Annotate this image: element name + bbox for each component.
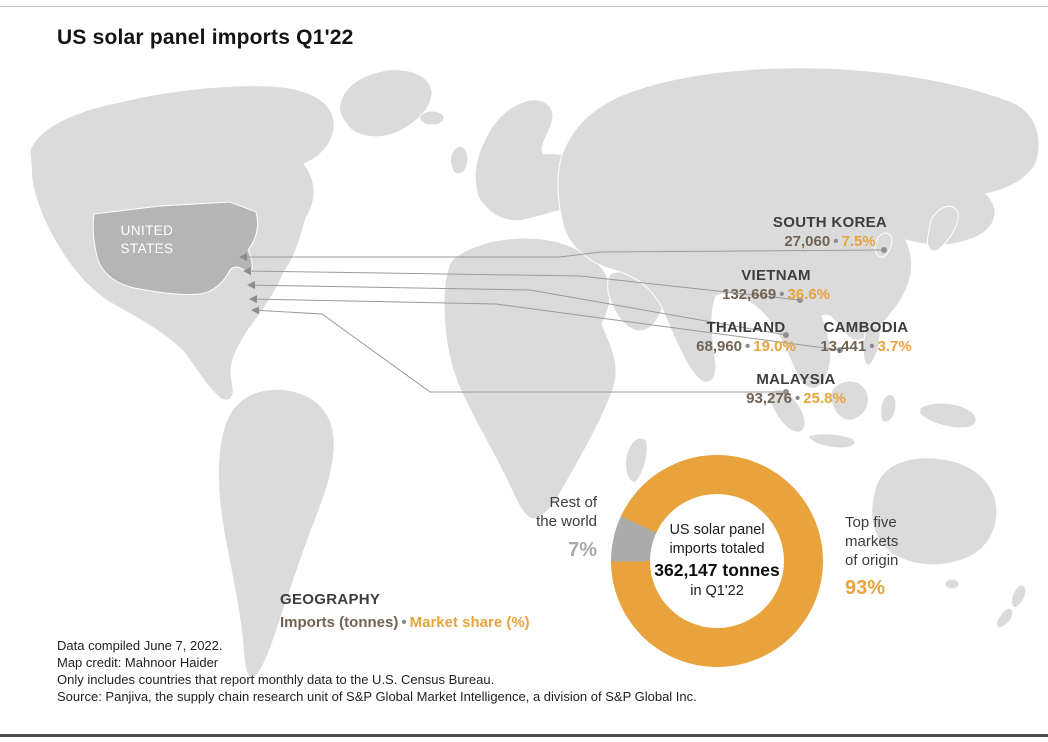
- value-separator: •: [833, 232, 839, 250]
- new-guinea: [919, 402, 977, 429]
- flow-arrow-malaysia: [251, 306, 786, 393]
- marker-cambodia: [837, 347, 843, 353]
- legend-share-label: Market share (%): [409, 613, 530, 631]
- us-label: UNITED STATES: [102, 222, 192, 257]
- country-values: 93,276 • 25.8%: [746, 390, 846, 409]
- country-values: 27,060 • 7.5%: [773, 233, 887, 252]
- country-label-malaysia: MALAYSIA 93,276 • 25.8%: [746, 371, 846, 409]
- country-label-south-korea: SOUTH KOREA 27,060 • 7.5%: [773, 214, 887, 252]
- top-five-line1: Top five: [845, 514, 897, 531]
- borneo: [830, 380, 869, 421]
- share-value: 36.6%: [787, 285, 831, 303]
- top-five-line2: markets: [845, 532, 899, 550]
- donut-center-total: 362,147 tonnes: [654, 559, 780, 580]
- marker-malaysia: [783, 389, 789, 395]
- country-values: 132,669 • 36.6%: [722, 286, 830, 305]
- sulawesi: [880, 394, 897, 423]
- top-five-label: Top five markets of origin 93%: [845, 514, 898, 601]
- united-kingdom: [449, 145, 469, 175]
- us-label-line2: STATES: [120, 240, 174, 256]
- country-name: SOUTH KOREA: [772, 214, 888, 231]
- value-separator: •: [795, 389, 801, 407]
- country-label-thailand: THAILAND 68,960 • 19.0%: [696, 319, 796, 357]
- donut-center-line1: US solar panel: [669, 521, 765, 538]
- top-five-value: 93%: [845, 577, 886, 600]
- continent-greenland: [339, 69, 433, 138]
- country-name: CAMBODIA: [823, 319, 909, 336]
- marker-vietnam: [797, 297, 803, 303]
- top-rule: [0, 6, 1048, 7]
- country-values: 13,441 • 3.7%: [820, 338, 911, 357]
- continent-asia: [557, 67, 1040, 389]
- donut-center-line2: imports totaled: [669, 540, 765, 557]
- country-name: VIETNAM: [741, 267, 811, 284]
- continent-south-america: [217, 388, 335, 679]
- marker-thailand: [783, 332, 789, 338]
- legend-separator: •: [401, 613, 407, 631]
- footnote: Source: Panjiva, the supply chain resear…: [57, 689, 697, 704]
- country-markers: [783, 247, 887, 395]
- philippines: [862, 324, 881, 367]
- flow-arrow-vietnam: [243, 267, 801, 301]
- legend: GEOGRAPHY Imports (tonnes) • Market share …: [280, 590, 530, 632]
- share-value: 3.7%: [877, 337, 912, 355]
- country-name: THAILAND: [706, 319, 786, 336]
- value-separator: •: [869, 337, 875, 355]
- madagascar: [625, 437, 648, 483]
- page-title: US solar panel imports Q1'22: [57, 26, 354, 49]
- tonnes-value: 68,960: [696, 337, 743, 355]
- new-zealand-north: [1010, 584, 1027, 609]
- us-region: [92, 201, 259, 296]
- rest-of-world-label: Rest of the world 7%: [536, 494, 597, 563]
- java: [807, 433, 856, 449]
- us-label-line1: UNITED: [120, 223, 174, 238]
- legend-imports-label: Imports (tonnes): [280, 613, 399, 631]
- bottom-rule: [0, 734, 1048, 737]
- footnotes: Data compiled June 7, 2022. Map credit: …: [57, 637, 697, 705]
- japan: [927, 205, 959, 252]
- sumatra: [768, 389, 806, 433]
- tonnes-value: 27,060: [784, 232, 831, 250]
- country-values: 68,960 • 19.0%: [696, 338, 796, 357]
- new-zealand-south: [996, 607, 1014, 629]
- continent-australia: [871, 457, 998, 566]
- value-separator: •: [745, 337, 751, 355]
- marker-south-korea: [881, 247, 887, 253]
- country-label-cambodia: CAMBODIA 13,441 • 3.7%: [820, 319, 911, 357]
- footnote: Data compiled June 7, 2022.: [57, 638, 223, 653]
- legend-values: Imports (tonnes) • Market share (%): [280, 613, 530, 633]
- tonnes-value: 132,669: [721, 285, 777, 303]
- footnote: Only includes countries that report mont…: [57, 672, 495, 687]
- donut-center-line3: in Q1'22: [690, 583, 744, 600]
- country-name: MALAYSIA: [756, 371, 836, 388]
- rest-label-line1: Rest of: [549, 494, 597, 511]
- continent-africa: [443, 237, 617, 520]
- top-five-line3: of origin: [845, 551, 899, 569]
- share-value: 7.5%: [841, 232, 876, 250]
- rest-of-world-value: 7%: [568, 538, 597, 561]
- tasmania: [944, 578, 960, 590]
- value-separator: •: [779, 285, 785, 303]
- continents: [29, 67, 1040, 679]
- legend-title: GEOGRAPHY: [280, 591, 381, 608]
- korea: [874, 232, 893, 258]
- flow-arrow-south-korea: [239, 249, 885, 261]
- donut-center: US solar panel imports totaled 362,147 t…: [650, 494, 784, 628]
- country-label-vietnam: VIETNAM 132,669 • 36.6%: [722, 267, 830, 305]
- share-value: 19.0%: [753, 337, 796, 355]
- footnote: Map credit: Mahnoor Haider: [57, 655, 219, 670]
- flow-arrow-thailand: [247, 281, 787, 336]
- rest-label-line2: the world: [536, 512, 597, 530]
- donut-chart: US solar panel imports totaled 362,147 t…: [611, 455, 823, 667]
- tonnes-value: 93,276: [746, 389, 793, 407]
- flow-arrow-cambodia: [249, 295, 841, 351]
- import-flow-arrows: [239, 249, 885, 393]
- tonnes-value: 13,441: [820, 337, 867, 355]
- iceland: [419, 110, 445, 126]
- share-value: 25.8%: [803, 389, 846, 407]
